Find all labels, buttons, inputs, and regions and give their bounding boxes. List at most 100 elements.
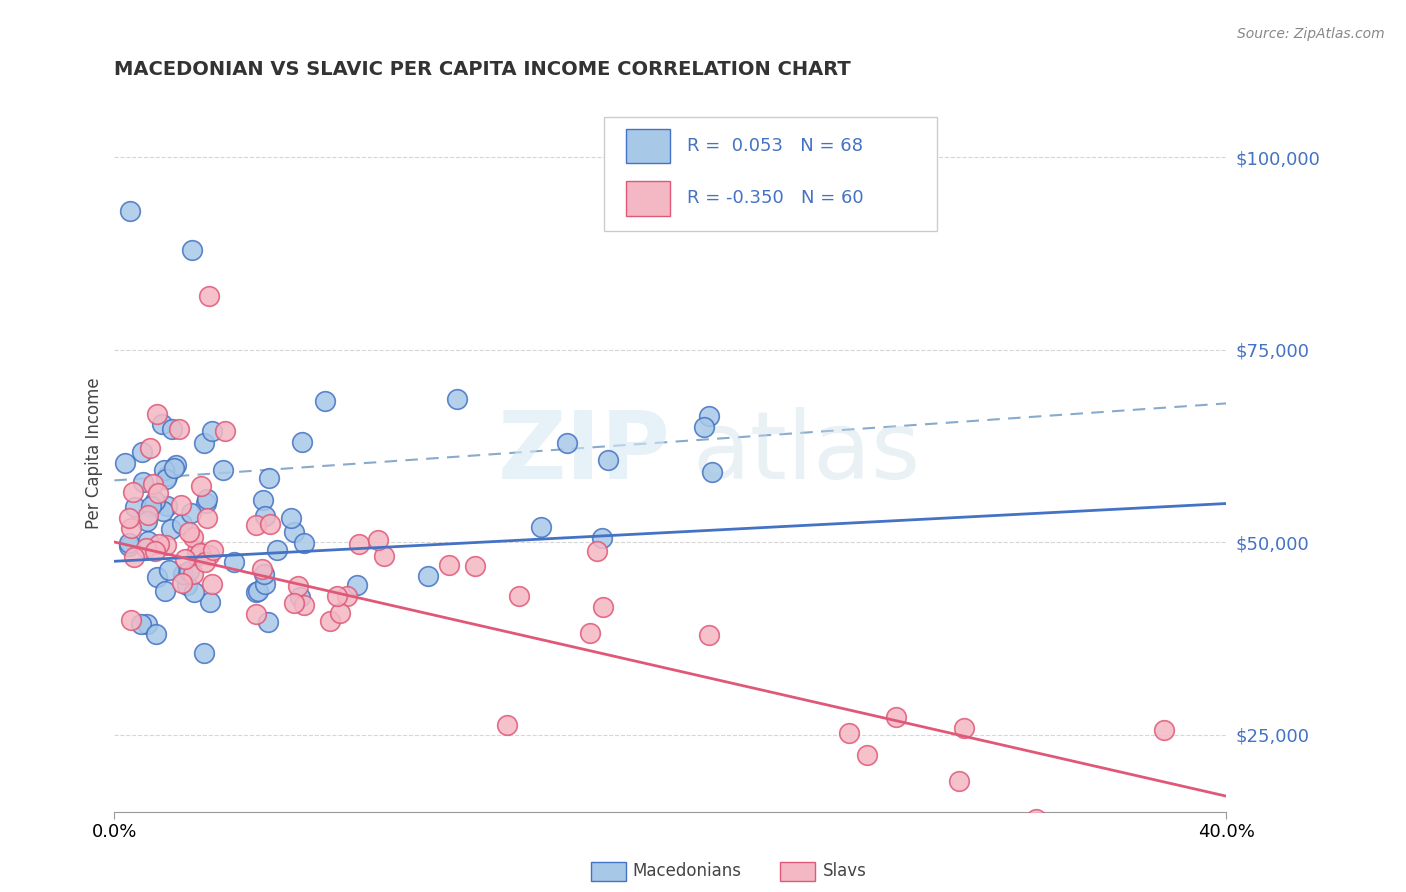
Point	[183, 585, 205, 599]
Point	[194, 496, 217, 510]
Point	[245, 585, 267, 599]
Point	[292, 599, 315, 613]
Point	[259, 517, 281, 532]
Point	[114, 456, 136, 470]
Point	[596, 452, 619, 467]
Point	[155, 539, 177, 553]
Point	[180, 506, 202, 520]
Point	[214, 424, 236, 438]
Point	[163, 461, 186, 475]
Point	[496, 718, 519, 732]
Point	[135, 616, 157, 631]
Point	[132, 475, 155, 489]
Point	[329, 606, 352, 620]
Point	[855, 747, 877, 762]
Point	[148, 537, 170, 551]
Point	[283, 595, 305, 609]
Point	[198, 548, 221, 562]
Text: Source: ZipAtlas.com: Source: ZipAtlas.com	[1237, 27, 1385, 41]
Point	[346, 578, 368, 592]
Text: R = -0.350   N = 60: R = -0.350 N = 60	[688, 189, 863, 207]
Point	[202, 542, 225, 557]
Point	[136, 514, 159, 528]
Point	[253, 508, 276, 523]
Point	[201, 577, 224, 591]
Text: atlas: atlas	[693, 408, 921, 500]
Point	[886, 709, 908, 723]
Point	[247, 584, 270, 599]
Point	[257, 470, 280, 484]
Point	[186, 544, 208, 558]
Point	[252, 492, 274, 507]
Point	[131, 445, 153, 459]
Point	[693, 419, 716, 434]
Point	[266, 542, 288, 557]
Point	[181, 244, 204, 258]
Point	[194, 555, 217, 569]
Point	[1153, 723, 1175, 738]
Point	[118, 204, 141, 219]
Point	[335, 589, 357, 603]
Point	[367, 533, 389, 548]
Point	[157, 563, 180, 577]
Point	[143, 494, 166, 508]
Point	[326, 589, 349, 603]
Point	[591, 531, 613, 545]
Point	[291, 435, 314, 450]
Point	[464, 559, 486, 574]
Point	[170, 575, 193, 590]
Point	[135, 541, 157, 555]
Point	[257, 615, 280, 629]
Point	[159, 522, 181, 536]
Point	[283, 524, 305, 539]
Point	[838, 726, 860, 740]
Point	[579, 626, 602, 640]
Bar	[626, 181, 671, 216]
Point	[702, 465, 724, 479]
Point	[138, 441, 160, 455]
Point	[319, 614, 342, 628]
Point	[287, 579, 309, 593]
Point	[172, 567, 194, 582]
Point	[697, 627, 720, 641]
Point	[292, 536, 315, 550]
Point	[530, 520, 553, 534]
Point	[142, 476, 165, 491]
Text: R =  0.053   N = 68: R = 0.053 N = 68	[688, 136, 863, 154]
Point	[224, 555, 246, 569]
Point	[153, 463, 176, 477]
Point	[155, 472, 177, 486]
Point	[253, 576, 276, 591]
Point	[245, 607, 267, 622]
Text: ZIP: ZIP	[498, 408, 671, 500]
Bar	[626, 129, 671, 163]
Point	[177, 524, 200, 539]
Point	[160, 422, 183, 436]
Point	[290, 590, 312, 604]
Point	[953, 721, 976, 735]
Point	[136, 508, 159, 522]
Point	[120, 521, 142, 535]
Point	[195, 491, 218, 506]
Point	[193, 436, 215, 450]
Point	[437, 558, 460, 572]
Point	[197, 510, 219, 524]
Point	[592, 600, 614, 615]
Point	[212, 463, 235, 477]
Point	[145, 626, 167, 640]
Point	[190, 478, 212, 492]
Point	[186, 549, 208, 563]
Point	[124, 500, 146, 515]
Point	[252, 567, 274, 582]
Point	[167, 422, 190, 436]
Point	[1025, 812, 1047, 826]
Point	[155, 584, 177, 599]
Point	[198, 594, 221, 608]
Point	[181, 567, 204, 582]
Point	[118, 511, 141, 525]
Text: MACEDONIAN VS SLAVIC PER CAPITA INCOME CORRELATION CHART: MACEDONIAN VS SLAVIC PER CAPITA INCOME C…	[114, 60, 851, 78]
Point	[418, 568, 440, 582]
Point	[122, 550, 145, 565]
Point	[122, 485, 145, 500]
Point	[314, 393, 336, 408]
